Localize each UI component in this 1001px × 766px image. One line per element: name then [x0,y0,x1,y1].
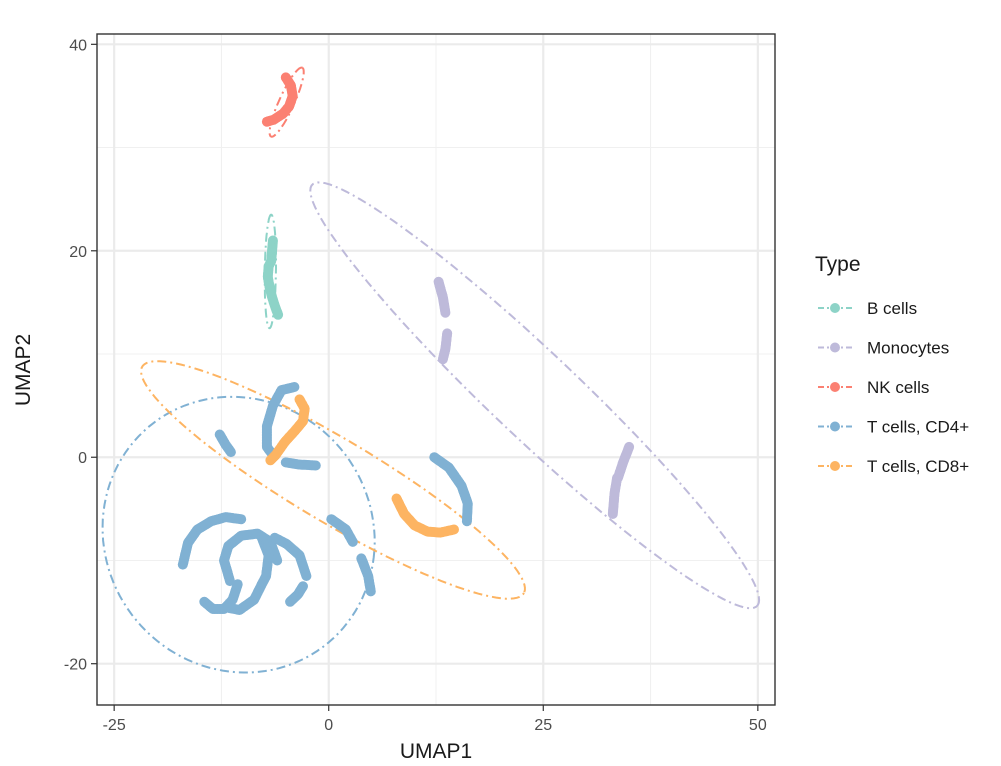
point-t-cells-cd4- [225,447,236,458]
point-t-cells-cd4- [365,586,376,597]
legend-label: NK cells [867,378,929,397]
point-t-cells-cd4- [347,536,358,547]
legend-key-point [830,342,840,353]
ellipse-b-cells [263,213,277,330]
point-t-cells-cd4- [224,603,235,613]
legend-key-point [830,421,840,432]
x-axis-title: UMAP1 [400,740,472,763]
legend-item-nk-cells: NK cells [818,378,929,397]
x-tick-label: -25 [103,717,126,734]
point-t-cells-cd4- [298,581,308,592]
point-t-cells-cd4- [232,579,243,590]
grid-minor [97,34,775,705]
y-axis: -20 0 20 40 [64,37,97,674]
legend-item-monocytes: Monocytes [818,339,949,358]
ellipse-t-cells-cd8- [140,360,526,600]
y-tick-label: 40 [69,37,87,54]
legend-key-point [830,303,840,313]
y-tick-label: 20 [69,244,87,261]
legend-key-point [830,461,840,471]
y-axis-title: UMAP2 [12,334,35,406]
legend-label: Monocytes [867,339,949,358]
grid-major [97,34,775,705]
y-tick-label: 0 [78,450,87,467]
x-tick-label: 25 [534,717,552,734]
x-tick-label: 0 [324,717,333,734]
point-t-cells-cd4- [301,571,312,581]
y-tick-label: -20 [64,657,87,674]
ellipse-monocytes [309,181,761,610]
point-monocytes [607,509,618,519]
point-t-cells-cd4- [272,555,283,566]
point-t-cells-cd8- [265,455,276,466]
point-t-cells-cd4- [461,516,472,527]
legend-item-t-cells-cd8-: T cells, CD8+ [818,457,969,476]
x-tick-label: 50 [749,717,767,734]
point-monocytes [437,354,448,365]
legend: Type B cells Monocytes NK cells T cells, CD… [815,253,969,476]
point-monocytes [440,307,451,318]
point-t-cells-cd4- [310,460,321,471]
plot-panel-border [96,33,776,706]
point-t-cells-cd8- [449,524,459,535]
legend-title: Type [815,253,861,276]
legend-label: T cells, CD4+ [867,418,969,437]
point-b-cells [273,309,284,320]
legend-label: B cells [867,299,917,318]
legend-item-t-cells-cd4-: T cells, CD4+ [818,418,969,437]
point-nk-cells [261,116,272,127]
legend-label: T cells, CD8+ [867,457,969,476]
x-axis: -25 0 25 50 [103,705,767,734]
ellipse-t-cells-cd4- [101,395,376,674]
data-points [177,72,635,615]
point-t-cells-cd4- [236,514,247,525]
legend-key-point [830,382,840,392]
legend-item-b-cells: B cells [818,299,917,318]
